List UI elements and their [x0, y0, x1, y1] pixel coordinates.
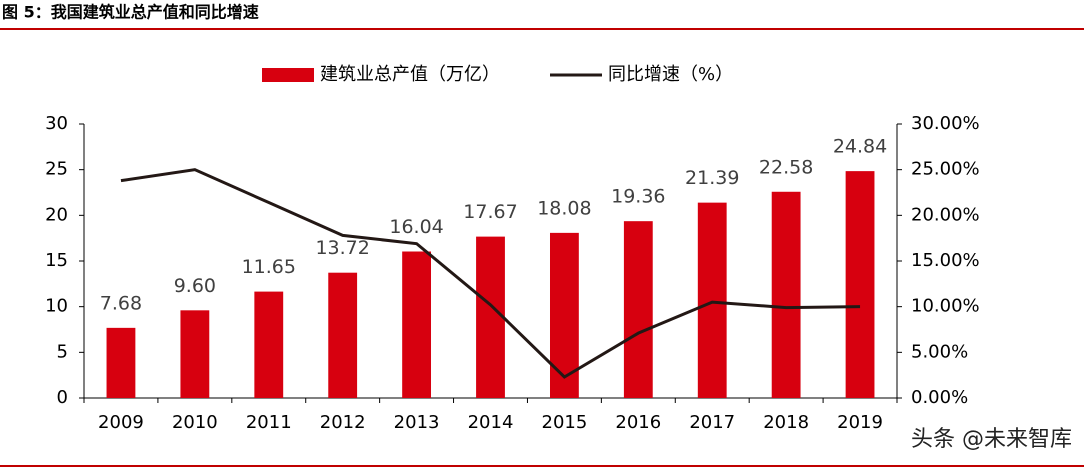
y2-tick-label: 30.00%	[911, 113, 980, 134]
y2-tick-label: 5.00%	[911, 341, 968, 362]
y2-tick-label: 0.00%	[911, 387, 968, 408]
legend-label: 建筑业总产值（万亿）	[320, 64, 500, 85]
value-label: 18.08	[537, 197, 591, 219]
y-tick-label: 10	[45, 296, 68, 317]
y-tick-label: 20	[45, 204, 68, 225]
y2-tick-label: 20.00%	[911, 204, 980, 225]
x-tick-label: 2016	[615, 412, 661, 433]
bar	[476, 236, 505, 398]
x-tick-label: 2012	[320, 412, 366, 433]
value-label: 11.65	[242, 256, 296, 278]
chart-title: 图 5：我国建筑业总产值和同比增速	[2, 3, 259, 22]
value-label: 7.68	[100, 292, 142, 314]
bar	[328, 272, 358, 398]
value-label: 19.36	[611, 186, 665, 208]
x-tick-label: 2010	[172, 412, 218, 433]
bar	[845, 171, 875, 398]
y2-tick-label: 25.00%	[911, 159, 980, 180]
value-label: 9.60	[174, 275, 216, 297]
y-tick-label: 30	[45, 113, 68, 134]
value-label: 22.58	[759, 156, 813, 178]
x-tick-label: 2015	[542, 412, 588, 433]
y-tick-label: 25	[45, 159, 68, 180]
y2-tick-label: 15.00%	[911, 250, 980, 271]
value-label: 21.39	[685, 167, 739, 189]
x-tick-label: 2017	[689, 412, 735, 433]
value-label: 17.67	[463, 201, 517, 223]
bar	[549, 232, 579, 398]
value-label: 24.84	[833, 136, 887, 158]
bar	[697, 202, 727, 398]
bar	[254, 291, 284, 398]
y2-tick-label: 10.00%	[911, 296, 980, 317]
x-tick-label: 2011	[246, 412, 292, 433]
bar	[771, 191, 801, 398]
line	[120, 168, 861, 379]
y-tick-label: 15	[45, 250, 68, 271]
bar	[180, 310, 210, 398]
y-tick-label: 0	[57, 387, 68, 408]
x-tick-label: 2018	[763, 412, 809, 433]
value-label: 13.72	[315, 237, 369, 259]
x-tick-label: 2013	[394, 412, 440, 433]
legend-swatch	[262, 68, 314, 82]
x-tick-label: 2009	[98, 412, 144, 433]
bar	[402, 251, 432, 398]
value-label: 16.04	[389, 216, 443, 238]
x-tick-label: 2014	[468, 412, 514, 433]
bar	[623, 221, 653, 398]
y-tick-label: 5	[57, 341, 68, 362]
x-tick-label: 2019	[837, 412, 883, 433]
bar	[106, 327, 136, 398]
watermark: 头条 @未来智库	[911, 427, 1072, 452]
legend-label: 同比增速（%）	[608, 64, 733, 85]
